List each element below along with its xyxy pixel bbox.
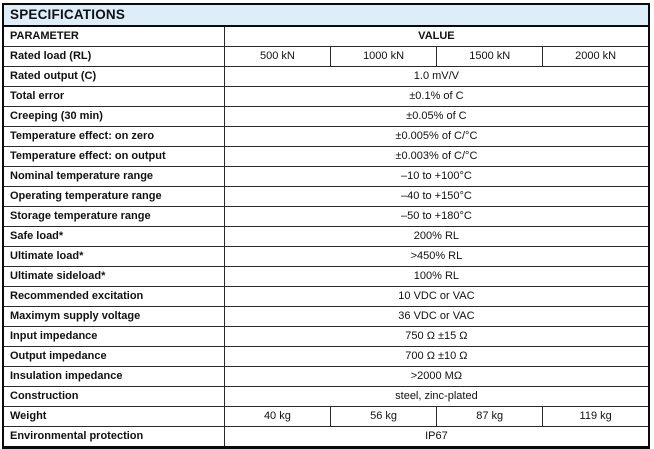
table-row: Temperature effect: on zero ±0.005% of C/… xyxy=(2,126,650,147)
value-cell: –40 to +150°C xyxy=(223,186,650,207)
parameter-cell: Output impedance xyxy=(2,346,225,367)
value-cell: 1.0 mV/V xyxy=(223,66,650,87)
parameter-cell: Ultimate load* xyxy=(2,246,225,267)
table-title: SPECIFICATIONS xyxy=(2,3,650,27)
value-cell: >450% RL xyxy=(223,246,650,267)
value-cell: ±0.003% of C/°C xyxy=(223,146,650,167)
value-cell: 87 kg xyxy=(436,406,544,427)
value-cell: 56 kg xyxy=(329,406,438,427)
parameter-cell: Creeping (30 min) xyxy=(2,106,225,127)
parameter-cell: Rated load (RL) xyxy=(2,46,225,67)
parameter-cell: Total error xyxy=(2,86,225,107)
value-cell: ±0.05% of C xyxy=(223,106,650,127)
value-cell: ±0.1% of C xyxy=(223,86,650,107)
table-row: Nominal temperature range –10 to +100°C xyxy=(2,166,650,187)
table-row: Ultimate sideload* 100% RL xyxy=(2,266,650,287)
value-cell: 2000 kN xyxy=(542,46,650,67)
value-cell: 40 kg xyxy=(223,406,331,427)
parameter-cell: Weight xyxy=(2,406,225,427)
value-cell: 1500 kN xyxy=(436,46,544,67)
value-cell: 500 kN xyxy=(223,46,331,67)
value-cell: steel, zinc-plated xyxy=(223,386,650,407)
table-row: Insulation impedance >2000 MΩ xyxy=(2,366,650,387)
value-cell: –50 to +180°C xyxy=(223,206,650,227)
parameter-cell: Construction xyxy=(2,386,225,407)
table-row: Temperature effect: on output ±0.003% of … xyxy=(2,146,650,167)
parameter-cell: Rated output (C) xyxy=(2,66,225,87)
table-row: Operating temperature range –40 to +150°C xyxy=(2,186,650,207)
parameter-cell: Recommended excitation xyxy=(2,286,225,307)
value-cell: 119 kg xyxy=(542,406,650,427)
title-row: SPECIFICATIONS xyxy=(2,3,650,27)
column-header-value: VALUE xyxy=(223,25,650,47)
value-cell: 750 Ω ±15 Ω xyxy=(223,326,650,347)
table-row: Storage temperature range –50 to +180°C xyxy=(2,206,650,227)
value-cell: 36 VDC or VAC xyxy=(223,306,650,327)
table-row: Rated load (RL) 500 kN 1000 kN 1500 kN 2000 … xyxy=(2,46,650,67)
table-row: Input impedance 750 Ω ±15 Ω xyxy=(2,326,650,347)
column-header-parameter: PARAMETER xyxy=(2,25,225,47)
table-body: Rated load (RL) 500 kN 1000 kN 1500 kN 2000 … xyxy=(2,46,650,448)
value-cell: 700 Ω ±10 Ω xyxy=(223,346,650,367)
value-cell: ±0.005% of C/°C xyxy=(223,126,650,147)
value-cell: 10 VDC or VAC xyxy=(223,286,650,307)
parameter-cell: Environmental protection xyxy=(2,426,225,448)
table-row: Weight 40 kg 56 kg 87 kg 119 kg xyxy=(2,406,650,427)
table-row: Creeping (30 min) ±0.05% of C xyxy=(2,106,650,127)
table-row: Environmental protection IP67 xyxy=(2,426,650,448)
table-row: Output impedance 700 Ω ±10 Ω xyxy=(2,346,650,367)
parameter-cell: Maximym supply voltage xyxy=(2,306,225,327)
table-row: Rated output (C) 1.0 mV/V xyxy=(2,66,650,87)
table-row: Maximym supply voltage 36 VDC or VAC xyxy=(2,306,650,327)
parameter-cell: Safe load* xyxy=(2,226,225,247)
parameter-cell: Operating temperature range xyxy=(2,186,225,207)
parameter-cell: Temperature effect: on output xyxy=(2,146,225,167)
parameter-cell: Temperature effect: on zero xyxy=(2,126,225,147)
parameter-cell: Nominal temperature range xyxy=(2,166,225,187)
table-row: Total error ±0.1% of C xyxy=(2,86,650,107)
parameter-cell: Insulation impedance xyxy=(2,366,225,387)
table-row: Construction steel, zinc-plated xyxy=(2,386,650,407)
parameter-cell: Ultimate sideload* xyxy=(2,266,225,287)
table-row: Safe load* 200% RL xyxy=(2,226,650,247)
value-cell: 200% RL xyxy=(223,226,650,247)
value-cell: >2000 MΩ xyxy=(223,366,650,387)
value-cell: 100% RL xyxy=(223,266,650,287)
parameter-cell: Storage temperature range xyxy=(2,206,225,227)
value-cell: IP67 xyxy=(223,426,650,448)
table-row: Recommended excitation 10 VDC or VAC xyxy=(2,286,650,307)
parameter-cell: Input impedance xyxy=(2,326,225,347)
table-row: Ultimate load* >450% RL xyxy=(2,246,650,267)
specifications-table: SPECIFICATIONS PARAMETER VALUE Rated loa… xyxy=(2,3,650,449)
value-cell: 1000 kN xyxy=(329,46,438,67)
column-header-row: PARAMETER VALUE xyxy=(2,25,650,47)
value-cell: –10 to +100°C xyxy=(223,166,650,187)
